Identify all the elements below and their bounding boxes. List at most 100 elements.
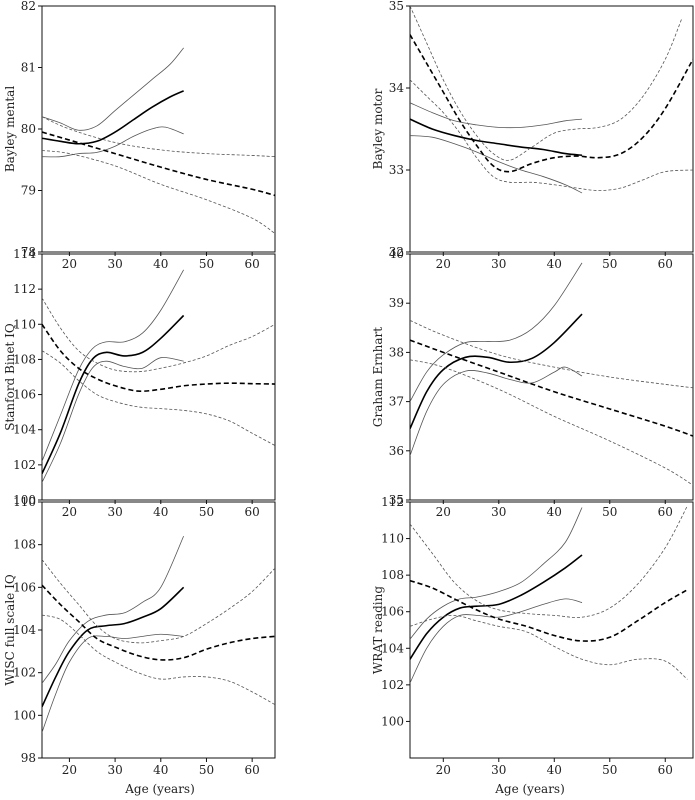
x-tick-label: 30 — [107, 257, 122, 271]
y-tick-label: 34 — [389, 81, 405, 95]
y-tick-label: 38 — [389, 345, 404, 359]
y-tick-label: 108 — [13, 538, 36, 552]
y-tick-label: 112 — [13, 282, 36, 296]
series-line-solid — [42, 586, 185, 708]
x-tick-label: 60 — [245, 505, 260, 519]
x-tick-label: 20 — [436, 505, 451, 519]
series-line-dashed-ci — [42, 559, 275, 644]
series-group — [410, 6, 693, 194]
x-tick-label: 30 — [491, 257, 506, 271]
series-line-dashed-ci — [42, 297, 275, 373]
x-tick-label: 40 — [547, 257, 562, 271]
series-line-dashed — [410, 34, 693, 173]
x-tick-label: 40 — [547, 763, 562, 777]
y-tick-label: 98 — [21, 751, 36, 765]
y-tick-label: 79 — [21, 184, 36, 198]
panel-6: 100 102 104 106 108 110 112 20 30 40 50 60 WRAT read… — [371, 495, 694, 777]
y-axis-title: Graham Ernhart — [371, 327, 385, 427]
panel-5: 98 100 102 104 106 108 110 20 30 40 50 60 WISC full … — [3, 495, 276, 777]
panel-1: 78 79 80 81 82 20 30 40 50 60 Bayley mental — [3, 0, 276, 271]
series-line-dashed — [410, 339, 693, 437]
y-tick-label: 110 — [13, 317, 36, 331]
series-line-dashed-ci — [42, 614, 275, 706]
series-line-solid-ci — [410, 507, 583, 640]
y-tick-label: 110 — [381, 532, 404, 546]
panel-3: 100 102 104 106 108 110 112 114 20 30 40 50 60 Stanfo… — [3, 247, 276, 519]
x-tick-label: 20 — [62, 257, 77, 271]
y-axis-title: Bayley mental — [3, 86, 17, 172]
x-tick-label: 40 — [153, 763, 168, 777]
y-tick-label: 108 — [381, 568, 404, 582]
x-tick-label: 50 — [199, 763, 214, 777]
x-tick-label: 60 — [245, 257, 260, 271]
y-tick-label: 104 — [13, 623, 36, 637]
x-axis-title-right: Age (years) — [494, 782, 565, 796]
series-line-solid-ci — [42, 357, 184, 483]
x-tick-label: 60 — [658, 505, 673, 519]
x-tick-label: 30 — [491, 763, 506, 777]
y-tick-label: 104 — [381, 641, 404, 655]
y-tick-label: 102 — [13, 666, 36, 680]
panel-2: 32 33 34 35 20 30 40 50 60 Bayley motor — [371, 0, 694, 271]
y-tick-label: 35 — [389, 493, 404, 507]
y-tick-label: 81 — [21, 61, 36, 75]
panel-frame — [41, 253, 276, 501]
series-line-solid — [42, 314, 185, 474]
x-axis-title-left: Age (years) — [124, 782, 195, 796]
y-tick-label: 112 — [381, 495, 404, 509]
y-tick-label: 80 — [21, 122, 36, 136]
y-tick-label: 40 — [389, 247, 404, 261]
y-tick-label: 102 — [381, 678, 404, 692]
series-line-solid-ci — [42, 633, 184, 733]
x-tick-label: 40 — [547, 505, 562, 519]
x-tick-label: 50 — [602, 257, 617, 271]
series-line-solid-ci — [410, 598, 583, 684]
panel-frame — [41, 501, 276, 759]
series-line-solid — [410, 313, 583, 429]
series-group — [410, 505, 688, 684]
y-tick-label: 39 — [389, 296, 404, 310]
y-tick-label: 110 — [13, 495, 36, 509]
panel-4: 35 36 37 38 39 40 20 30 40 50 60 Graham Ernhart — [371, 247, 694, 519]
series-line-dashed-ci — [42, 116, 275, 158]
series-line-solid — [42, 90, 184, 145]
series-line-dashed-ci — [410, 6, 683, 161]
series-line-dashed — [42, 323, 275, 392]
panel-frame — [409, 501, 694, 759]
y-tick-label: 102 — [13, 458, 36, 472]
y-tick-label: 100 — [13, 708, 36, 722]
y-tick-label: 36 — [389, 444, 404, 458]
series-group — [410, 262, 693, 486]
x-tick-label: 20 — [436, 763, 451, 777]
series-line-dashed-ci — [410, 359, 693, 486]
x-tick-label: 20 — [436, 257, 451, 271]
panel-frame — [41, 5, 276, 253]
series-line-solid-ci — [410, 262, 583, 402]
series-line-solid-ci — [410, 135, 583, 194]
y-tick-label: 37 — [389, 395, 404, 409]
series-line-solid-ci — [410, 366, 583, 456]
y-tick-label: 114 — [13, 247, 36, 261]
x-tick-label: 30 — [491, 505, 506, 519]
x-tick-label: 50 — [602, 763, 617, 777]
series-line-dashed — [410, 579, 688, 642]
y-tick-label: 106 — [13, 580, 36, 594]
series-group — [42, 535, 275, 733]
series-line-dashed-ci — [42, 350, 275, 446]
series-line-solid-ci — [42, 126, 184, 158]
x-tick-label: 50 — [199, 505, 214, 519]
series-line-dashed-ci — [410, 614, 688, 680]
y-axis-title: Stanford Binet IQ — [3, 323, 17, 431]
y-tick-label: 78 — [21, 245, 36, 259]
y-tick-label: 108 — [13, 352, 36, 366]
series-line-solid-ci — [410, 102, 583, 129]
y-axis-title: WISC full scale IQ — [3, 574, 17, 685]
x-tick-label: 50 — [602, 505, 617, 519]
x-tick-label: 60 — [658, 257, 673, 271]
panel-frame — [409, 5, 694, 253]
x-tick-label: 60 — [658, 763, 673, 777]
x-tick-label: 60 — [245, 763, 260, 777]
y-tick-label: 106 — [13, 388, 36, 402]
